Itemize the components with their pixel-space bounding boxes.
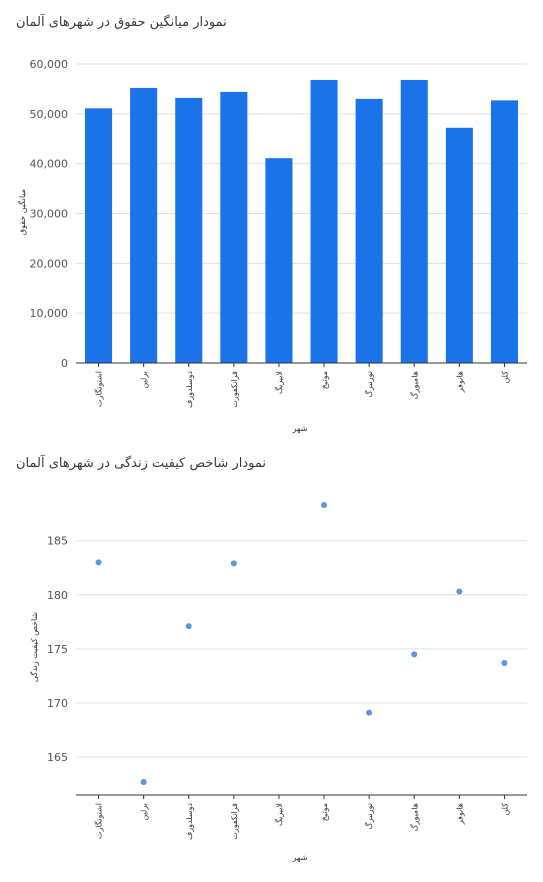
x-tick-label: برلین — [140, 803, 149, 821]
y-tick-label: 175 — [47, 643, 68, 656]
bar — [85, 108, 113, 363]
x-tick-label: لایپزیگ — [274, 371, 284, 394]
x-tick-labels: اشتوتگارت برلین دوسلدورف فرانکفورت لایپزیگ مو… — [94, 363, 509, 408]
bar — [490, 100, 518, 364]
chart-title: نمودار شاخص کیفیت زندگی در شهرهای آلمان — [16, 454, 266, 471]
y-tick-label: 20,000 — [30, 257, 69, 270]
x-tick-label: کلن — [500, 371, 509, 384]
data-point — [411, 651, 418, 658]
y-tick-label: 0 — [61, 357, 68, 370]
x-tick-label: لایپزیگ — [274, 803, 284, 826]
y-tick-label: 40,000 — [30, 158, 69, 171]
x-tick-label: هامبورگ — [409, 371, 419, 400]
data-point — [230, 560, 237, 567]
salary-bar-chart: نمودار میانگین حقوق در شهرهای آلمان 0 10,… — [16, 13, 527, 433]
bar — [265, 158, 293, 363]
x-tick-label: دوسلدورف — [185, 371, 194, 408]
x-tick-label: دوسلدورف — [185, 803, 194, 840]
data-point — [185, 623, 192, 630]
bar — [130, 87, 158, 364]
points — [95, 501, 508, 786]
data-point — [95, 559, 102, 566]
y-tick-label: 165 — [47, 751, 68, 764]
x-tick-label: هامبورگ — [409, 803, 419, 832]
y-tick-labels: 0 10,000 20,000 30,000 40,000 50,000 60,000 — [30, 58, 69, 370]
data-point — [140, 779, 147, 786]
bar — [310, 79, 338, 364]
y-tick-labels: 165 170 175 180 185 — [47, 535, 68, 764]
data-point — [456, 588, 463, 595]
y-tick-label: 60,000 — [30, 58, 69, 71]
x-tick-label: مونیخ — [320, 371, 329, 389]
y-tick-label: 185 — [47, 535, 68, 548]
y-tick-label: 170 — [47, 697, 68, 710]
quality-of-life-scatter-chart: نمودار شاخص کیفیت زندگی در شهرهای آلمان … — [16, 454, 527, 862]
y-tick-label: 50,000 — [30, 108, 69, 121]
x-tick-label: فرانکفورت — [230, 371, 239, 408]
bar — [445, 127, 473, 363]
data-point — [366, 709, 373, 716]
chart-title: نمودار میانگین حقوق در شهرهای آلمان — [16, 13, 227, 30]
bars — [85, 79, 518, 364]
y-axis-label: شاخص کیفیت زندگی — [29, 612, 39, 683]
x-tick-labels: اشتوتگارت برلین دوسلدورف فرانکفورت لایپزیگ مو… — [94, 795, 509, 840]
x-axis-label: شهر — [292, 424, 308, 433]
x-tick-label: برلین — [140, 371, 149, 389]
bar — [220, 91, 248, 363]
y-tick-label: 180 — [47, 589, 68, 602]
bar — [175, 97, 203, 364]
x-tick-label: فرانکفورت — [230, 803, 239, 840]
y-tick-label: 30,000 — [30, 208, 69, 221]
x-tick-label: نورنبرگ — [364, 371, 374, 397]
data-point — [501, 659, 508, 666]
bar — [355, 98, 383, 363]
data-point — [321, 501, 328, 508]
x-tick-label: مونیخ — [320, 803, 329, 821]
x-tick-label: هانوفر — [455, 803, 464, 825]
x-tick-label: هانوفر — [455, 371, 464, 393]
y-axis-label: میانگین حقوق — [17, 189, 27, 235]
bar — [400, 79, 428, 364]
x-tick-label: اشتوتگارت — [94, 371, 104, 407]
y-tick-label: 10,000 — [30, 307, 69, 320]
x-tick-label: اشتوتگارت — [94, 803, 104, 839]
x-tick-label: کلن — [500, 803, 509, 816]
x-tick-label: نورنبرگ — [364, 803, 374, 829]
x-axis-label: شهر — [292, 853, 308, 862]
y-gridlines — [76, 540, 527, 758]
